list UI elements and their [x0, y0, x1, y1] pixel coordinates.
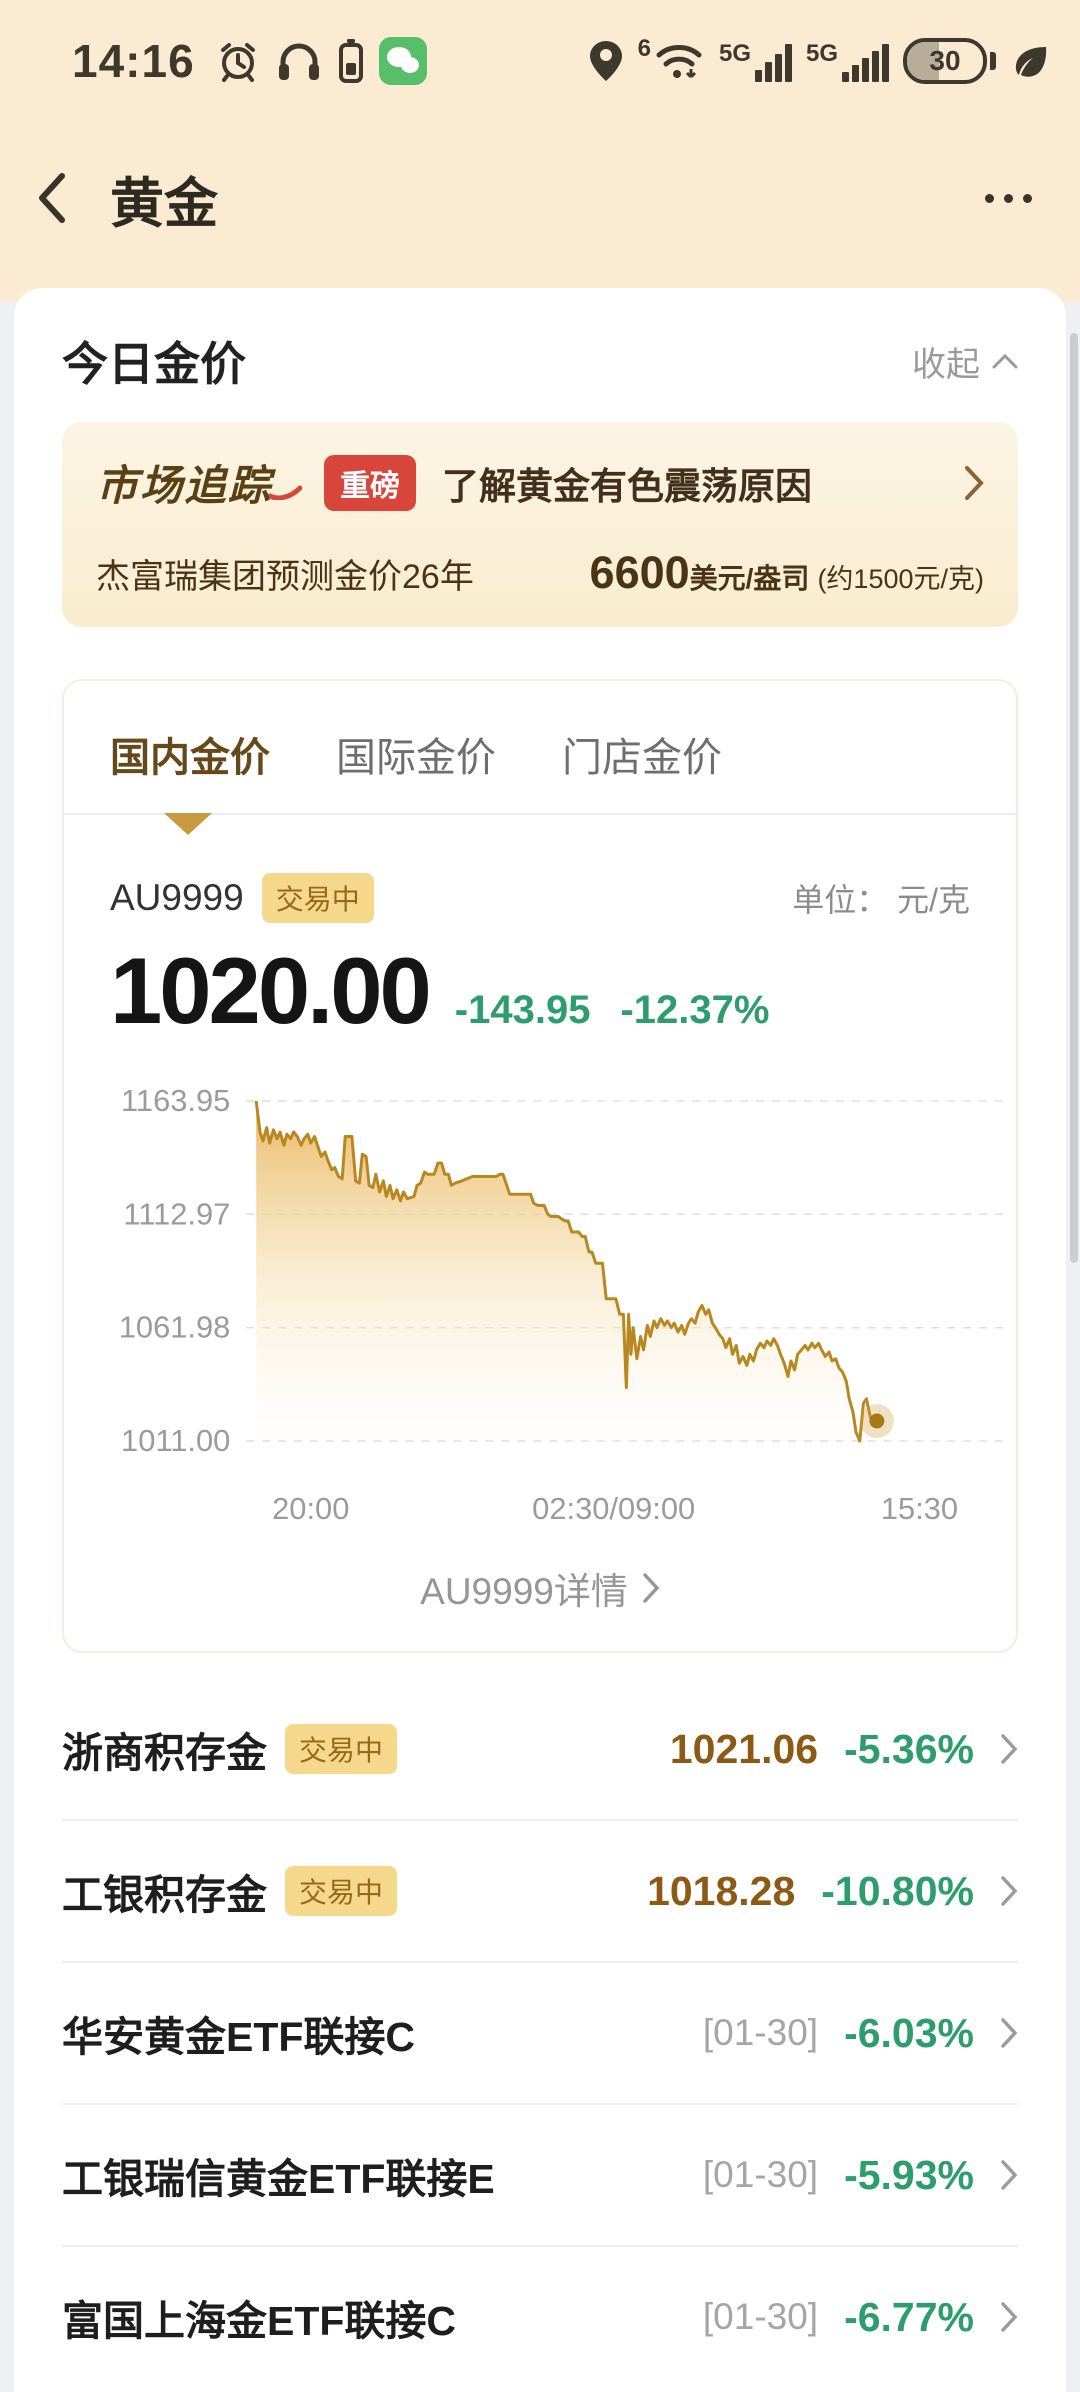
- row-divider: [62, 1961, 1018, 1963]
- fund-row[interactable]: 富国上海金ETF联接C [01-30] -6.77%: [62, 2247, 1018, 2387]
- market-tracker-banner[interactable]: 市场追踪 重磅 了解黄金有色震荡原因 杰富瑞集团预测金价26年 6600 美元/…: [62, 422, 1018, 627]
- app-header: 黄金: [0, 112, 1080, 284]
- trading-status-badge: 交易中: [261, 873, 374, 923]
- page-body: 今日金价 收起 市场追踪 重磅 了解黄金有色震荡原因 杰富瑞集团预测金价26年 …: [0, 288, 1080, 2392]
- battery-icon: 30: [903, 38, 996, 84]
- trading-status-badge: 交易中: [285, 1866, 398, 1916]
- quote-card: 国内金价 国际金价 门店金价 AU9999 交易中 单位： 元/克 1020.00 …: [62, 679, 1018, 1653]
- forecast-price: 6600: [589, 547, 690, 598]
- x-axis-tick: 02:30/09:00: [532, 1491, 695, 1526]
- section-title: 今日金价: [62, 338, 246, 390]
- x-axis-tick: 20:00: [272, 1491, 349, 1526]
- power-save-leaf-icon: [1010, 41, 1052, 81]
- y-axis-tick: 1011.00: [121, 1423, 230, 1458]
- banner-forecast-text: 杰富瑞集团预测金价26年: [96, 558, 474, 596]
- chevron-right-icon: [643, 1573, 660, 1603]
- tab-store[interactable]: 门店金价: [562, 736, 722, 780]
- fund-name: 工银瑞信黄金ETF联接E: [62, 2156, 495, 2202]
- market-tracker-logo: 市场追踪: [96, 462, 273, 509]
- row-divider: [62, 2245, 1018, 2247]
- wifi-generation-label: 6: [637, 35, 651, 62]
- chevron-right-icon: [1001, 1876, 1018, 1906]
- chart-line: [254, 1100, 879, 1443]
- fund-row[interactable]: 工银瑞信黄金ETF联接E [01-30] -5.93%: [62, 2105, 1018, 2245]
- chevron-up-icon: [992, 353, 1018, 369]
- headphones-icon: [275, 38, 323, 84]
- chevron-right-icon: [965, 465, 984, 500]
- fund-name: 浙商积存金: [62, 1730, 267, 1776]
- forecast-note: (约1500元/克): [817, 564, 984, 594]
- network-type-label-1: 5G: [718, 40, 751, 67]
- fund-name: 华安黄金ETF联接C: [62, 2014, 416, 2060]
- fund-change-percent: -10.80%: [821, 1867, 974, 1914]
- fund-price: 1021.06: [669, 1725, 819, 1772]
- fund-date: [01-30]: [702, 2154, 819, 2195]
- signal-1-icon: 5G: [719, 40, 792, 82]
- row-divider: [62, 1819, 1018, 1821]
- fund-name: 工银积存金: [62, 1872, 267, 1918]
- clock-time: 14:16: [72, 35, 195, 87]
- x-axis-tick: 15:30: [881, 1491, 958, 1526]
- y-axis-tick: 1061.98: [119, 1310, 231, 1345]
- fund-list: 浙商积存金 交易中 1021.06 -5.36% 工银积存金 交易中 1018.28 -10.…: [62, 1679, 1018, 2387]
- alarm-icon: [215, 38, 261, 84]
- back-button[interactable]: [36, 168, 96, 228]
- price-change-percent: -12.37%: [620, 988, 770, 1032]
- fund-row[interactable]: 华安黄金ETF联接C [01-30] -6.03%: [62, 1963, 1018, 2103]
- fund-date: [01-30]: [702, 2012, 819, 2053]
- trading-status-badge: 交易中: [285, 1724, 398, 1774]
- active-tab-pointer-icon: [164, 813, 212, 835]
- forecast-unit: 美元/盎司: [689, 563, 810, 594]
- collapse-label: 收起: [912, 345, 980, 384]
- chevron-right-icon: [1001, 2018, 1018, 2048]
- instrument-detail-link[interactable]: AU9999详情: [110, 1551, 970, 1621]
- fund-price: 1018.28: [647, 1867, 796, 1914]
- banner-headline: 了解黄金有色震荡原因: [442, 465, 813, 507]
- chart-area-fill: [256, 1101, 877, 1441]
- instrument-code: AU9999: [110, 877, 244, 918]
- signal-2-icon: 5G: [806, 40, 889, 82]
- top-area: 14:16 6 5G: [0, 0, 1080, 302]
- page-title: 黄金: [110, 173, 218, 234]
- more-menu-button[interactable]: [981, 176, 1036, 221]
- tab-international[interactable]: 国际金价: [336, 736, 496, 780]
- y-axis-tick: 1163.95: [121, 1083, 230, 1118]
- price-change: -143.95: [454, 988, 591, 1032]
- price-chart-svg: 1163.95 1112.97 1061.98 1011.00 20:00 02:30/0…: [119, 1083, 1005, 1526]
- chevron-right-icon: [1001, 2302, 1018, 2332]
- price-chart[interactable]: 1163.95 1112.97 1061.98 1011.00 20:00 02:30/0…: [64, 1071, 1016, 1541]
- hot-badge: 重磅: [324, 454, 417, 511]
- fund-date: [01-30]: [702, 2296, 819, 2337]
- fund-change-percent: -6.03%: [844, 2009, 974, 2056]
- logo-swoosh: [268, 485, 303, 500]
- fund-change-percent: -6.77%: [844, 2293, 974, 2340]
- y-axis-tick: 1112.97: [123, 1196, 230, 1231]
- location-icon: [588, 39, 624, 83]
- status-bar: 14:16 6 5G: [0, 0, 1080, 112]
- detail-link-label: AU9999详情: [420, 1571, 628, 1612]
- collapse-button[interactable]: 收起: [912, 337, 1018, 386]
- wechat-icon: [378, 37, 427, 85]
- scrollbar[interactable]: [1070, 333, 1078, 1263]
- chevron-right-icon: [1001, 2160, 1018, 2190]
- fund-row[interactable]: 浙商积存金 交易中 1021.06 -5.36%: [62, 1679, 1018, 1819]
- current-price: 1020.00: [110, 938, 432, 1043]
- wifi-icon: 6: [638, 35, 705, 83]
- price-tabs: 国内金价 国际金价 门店金价: [110, 725, 970, 783]
- battery-percent: 30: [929, 45, 961, 76]
- battery-vertical-icon: [337, 37, 365, 85]
- tab-domestic[interactable]: 国内金价: [110, 736, 270, 780]
- fund-name: 富国上海金ETF联接C: [62, 2298, 457, 2344]
- fund-change-percent: -5.36%: [844, 1725, 974, 1772]
- unit-label: 单位： 元/克: [792, 882, 970, 918]
- last-point-dot: [869, 1413, 885, 1429]
- network-type-label-2: 5G: [805, 40, 838, 67]
- row-divider: [62, 2103, 1018, 2105]
- gold-price-card: 今日金价 收起 市场追踪 重磅 了解黄金有色震荡原因 杰富瑞集团预测金价26年 …: [14, 288, 1066, 2392]
- tab-divider: [64, 813, 1016, 835]
- fund-change-percent: -5.93%: [844, 2151, 974, 2198]
- fund-row[interactable]: 工银积存金 交易中 1018.28 -10.80%: [62, 1821, 1018, 1961]
- chevron-right-icon: [1001, 1734, 1018, 1764]
